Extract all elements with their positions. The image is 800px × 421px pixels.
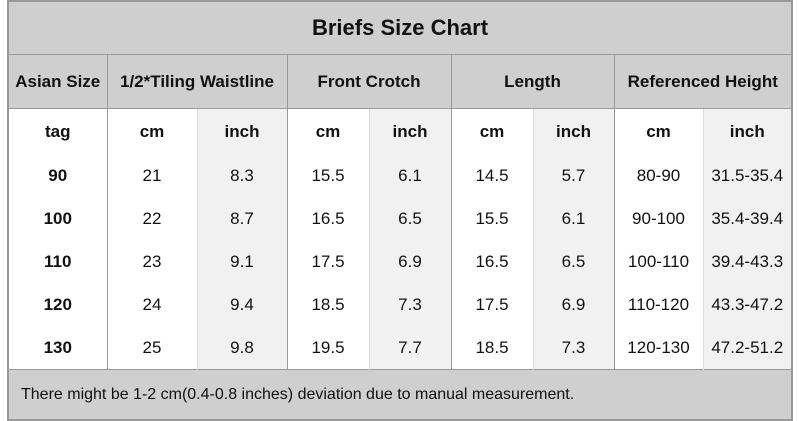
measurement: 8.7 [196, 197, 287, 240]
unit-header: cm [450, 108, 533, 154]
unit-header: inch [196, 108, 287, 154]
measurement: 18.5 [450, 326, 533, 370]
measurement: 7.3 [368, 283, 451, 326]
measurement: 24 [106, 283, 197, 326]
size-tag: 100 [7, 197, 107, 240]
measurement: 15.5 [286, 154, 369, 197]
unit-header: inch [368, 108, 451, 154]
measurement: 7.7 [368, 326, 451, 370]
table-body: Briefs Size Chart Asian Size 1/2*Tiling W… [7, 1, 793, 420]
measurement: 22 [106, 197, 197, 240]
measurement: 43.3-47.2 [702, 283, 793, 326]
measurement: 16.5 [450, 240, 533, 283]
measurement: 17.5 [450, 283, 533, 326]
footer-note: There might be 1-2 cm(0.4-0.8 inches) de… [7, 369, 793, 420]
data-row: 130 25 9.8 19.5 7.7 18.5 7.3 120-130 47.2-51.2 [7, 326, 793, 370]
measurement: 6.1 [368, 154, 451, 197]
size-tag: 110 [7, 240, 107, 283]
measurement: 6.9 [368, 240, 451, 283]
data-row: 110 23 9.1 17.5 6.9 16.5 6.5 100-110 39.4-43.3 [7, 240, 793, 283]
measurement: 21 [106, 154, 197, 197]
measurement: 39.4-43.3 [702, 240, 793, 283]
data-row: 120 24 9.4 18.5 7.3 17.5 6.9 110-120 43.3-47.2 [7, 283, 793, 326]
measurement: 9.1 [196, 240, 287, 283]
measurement: 15.5 [450, 197, 533, 240]
column-header: Length [450, 54, 615, 109]
unit-header: cm [106, 108, 197, 154]
measurement: 8.3 [196, 154, 287, 197]
subheader-row: tag cm inch cm inch cm inch cm inch [7, 108, 793, 154]
unit-header: inch [532, 108, 614, 154]
header-row: Asian Size 1/2*Tiling Waistline Front Crot… [7, 54, 793, 109]
measurement: 90-100 [613, 197, 703, 240]
unit-header: inch [702, 108, 793, 154]
measurement: 17.5 [286, 240, 369, 283]
measurement: 9.4 [196, 283, 287, 326]
measurement: 110-120 [613, 283, 703, 326]
measurement: 23 [106, 240, 197, 283]
column-header: Asian Size [7, 54, 108, 109]
data-row: 100 22 8.7 16.5 6.5 15.5 6.1 90-100 35.4-39.4 [7, 197, 793, 240]
measurement: 25 [106, 326, 197, 370]
measurement: 6.9 [532, 283, 614, 326]
data-row: 90 21 8.3 15.5 6.1 14.5 5.7 80-90 31.5-35.4 [7, 154, 793, 197]
column-header: 1/2*Tiling Waistline [106, 54, 288, 109]
measurement: 14.5 [450, 154, 533, 197]
measurement: 6.5 [532, 240, 614, 283]
footer-row: There might be 1-2 cm(0.4-0.8 inches) de… [7, 369, 793, 420]
measurement: 5.7 [532, 154, 614, 197]
measurement: 6.5 [368, 197, 451, 240]
measurement: 19.5 [286, 326, 369, 370]
size-tag: 90 [7, 154, 107, 197]
column-header: Referenced Height [613, 54, 793, 109]
size-tag: 130 [7, 326, 107, 370]
column-header: Front Crotch [286, 54, 452, 109]
size-table: Briefs Size Chart Asian Size 1/2*Tiling W… [7, 0, 794, 421]
measurement: 7.3 [532, 326, 614, 370]
table-title: Briefs Size Chart [7, 1, 793, 55]
unit-header: cm [286, 108, 369, 154]
measurement: 31.5-35.4 [702, 154, 793, 197]
measurement: 100-110 [613, 240, 703, 283]
measurement: 120-130 [613, 326, 703, 370]
measurement: 80-90 [613, 154, 703, 197]
measurement: 18.5 [286, 283, 369, 326]
measurement: 16.5 [286, 197, 369, 240]
measurement: 9.8 [196, 326, 287, 370]
unit-header: tag [7, 108, 107, 154]
measurement: 47.2-51.2 [702, 326, 793, 370]
measurement: 6.1 [532, 197, 614, 240]
title-row: Briefs Size Chart [7, 1, 793, 55]
unit-header: cm [613, 108, 703, 154]
measurement: 35.4-39.4 [702, 197, 793, 240]
size-tag: 120 [7, 283, 107, 326]
